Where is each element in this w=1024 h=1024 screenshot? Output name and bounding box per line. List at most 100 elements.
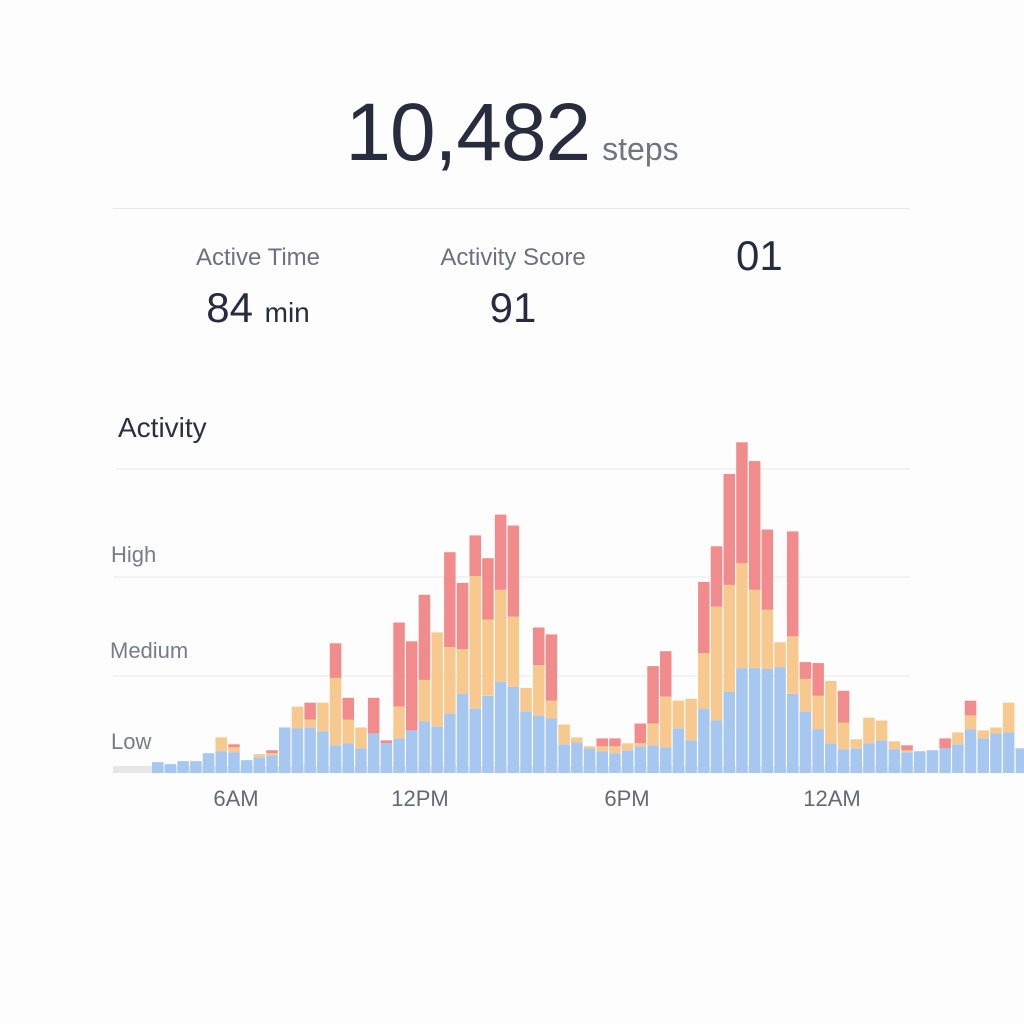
active-time-unit: min [264, 297, 310, 328]
bar-high-31 [545, 634, 558, 701]
bar-medium-39 [647, 723, 659, 746]
bar-medium-51 [799, 679, 812, 712]
active-time-label: Active Time [195, 244, 321, 271]
bar-medium-33 [571, 737, 583, 743]
bar-medium-44 [710, 606, 723, 721]
bar-low-32 [558, 744, 570, 773]
bar-low-3 [190, 761, 202, 773]
bar-low-46 [736, 668, 748, 773]
bar-low-59 [901, 752, 913, 773]
bar-medium-25 [469, 576, 481, 709]
bar-low-1 [164, 764, 177, 773]
xtick-12pm: 12PM [391, 786, 448, 811]
bar-low-63 [952, 744, 964, 773]
active-time-stat: Active Time 84 min [168, 244, 348, 332]
xtick-6pm: 6PM [604, 786, 649, 811]
bar-low-29 [520, 711, 532, 773]
bar-low-65 [977, 738, 989, 773]
bar-medium-28 [507, 616, 520, 687]
bar-low-64 [964, 729, 977, 773]
bar-low-49 [774, 667, 786, 773]
bar-medium-15 [342, 719, 354, 744]
bar-low-15 [342, 743, 354, 773]
bar-high-64 [964, 700, 977, 716]
bar-high-40 [660, 651, 672, 697]
bar-high-48 [761, 529, 774, 610]
bar-low-42 [685, 740, 697, 773]
bar-low-53 [825, 743, 837, 773]
bar-low-27 [494, 681, 507, 773]
bar-low-24 [456, 693, 469, 773]
ytick-high: High [111, 542, 156, 567]
bar-medium-55 [850, 739, 862, 749]
activity-score-stat: Activity Score 91 [408, 244, 618, 332]
bar-medium-38 [634, 743, 647, 747]
bar-low-21 [418, 721, 431, 773]
bar-medium-19 [393, 706, 405, 739]
bar-low-6 [228, 752, 240, 773]
bar-medium-26 [482, 619, 494, 696]
xtick-6am: 6AM [213, 786, 258, 811]
bar-medium-9 [266, 753, 278, 756]
bar-low-4 [202, 753, 215, 773]
bar-medium-57 [875, 720, 888, 741]
bar-low-13 [317, 731, 329, 773]
bar-high-59 [901, 745, 913, 751]
bar-high-18 [380, 740, 393, 744]
bar-medium-34 [583, 746, 596, 749]
bar-low-62 [939, 748, 951, 774]
steps-value: 10,482 [345, 87, 591, 178]
bar-low-5 [215, 751, 227, 773]
bar-high-28 [507, 525, 520, 617]
bar-medium-58 [888, 741, 901, 750]
bar-high-44 [710, 546, 723, 607]
bar-medium-8 [253, 754, 266, 758]
summary-divider [113, 208, 910, 209]
bar-low-37 [621, 750, 634, 773]
bar-medium-46 [736, 563, 748, 668]
bar-medium-48 [761, 609, 774, 669]
bar-low-16 [355, 748, 367, 774]
bar-high-62 [939, 738, 951, 749]
bar-medium-52 [812, 695, 824, 730]
bar-high-21 [418, 594, 431, 680]
bar-high-52 [812, 663, 824, 696]
bar-low-9 [266, 755, 278, 773]
bar-high-19 [393, 622, 405, 707]
bar-low-55 [850, 748, 862, 774]
bar-medium-42 [685, 698, 697, 741]
bar-low-10 [279, 727, 291, 773]
bar-medium-22 [431, 632, 443, 727]
bar-medium-35 [596, 746, 608, 752]
bar-low-19 [393, 738, 405, 773]
activity-score-label: Activity Score [440, 244, 586, 271]
bar-low-60 [914, 751, 926, 773]
bar-medium-64 [964, 715, 977, 730]
bar-low-41 [672, 728, 685, 774]
bar-medium-27 [494, 589, 507, 682]
bar-medium-36 [609, 746, 621, 754]
bar-low-31 [545, 718, 558, 773]
bar-medium-31 [545, 700, 558, 719]
bar-high-47 [748, 461, 761, 590]
steps-summary: 10,482 steps [0, 86, 1024, 180]
bar-low-17 [367, 733, 380, 773]
bar-medium-14 [329, 678, 342, 746]
bar-high-26 [482, 558, 494, 620]
bar-low-58 [888, 749, 901, 773]
bar-low-50 [787, 693, 799, 773]
bar-low-54 [837, 749, 850, 773]
bar-high-14 [329, 643, 342, 678]
bar-medium-59 [901, 750, 913, 753]
section-title: Activity [118, 412, 207, 443]
bar-low-56 [863, 743, 875, 773]
bar-low-51 [799, 711, 812, 773]
bar-medium-37 [621, 743, 634, 751]
bar-low-39 [647, 745, 659, 773]
bar-medium-13 [317, 702, 329, 732]
bar-low-2 [177, 761, 189, 773]
bar-low-28 [507, 686, 520, 773]
bar-medium-32 [558, 724, 570, 745]
active-time-value: 84 [206, 284, 253, 331]
bar-low-61 [926, 750, 939, 773]
